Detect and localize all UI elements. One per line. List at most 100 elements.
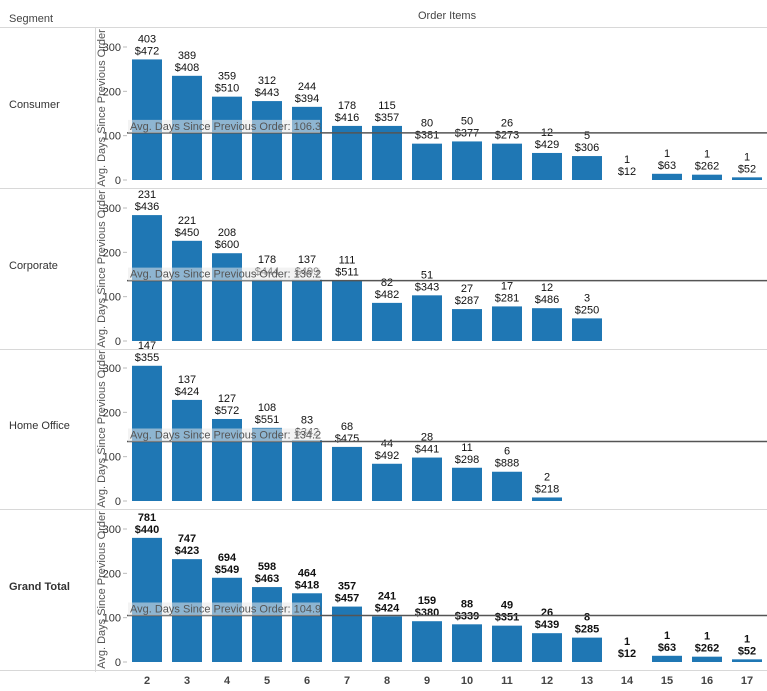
bar-amount-label: $429: [535, 139, 559, 151]
bar-amount-label: $408: [175, 62, 199, 74]
bar-count-label: 82: [381, 277, 393, 289]
y-tick-label: 200: [103, 568, 121, 580]
bar: [372, 616, 402, 662]
bar-amount-label: $424: [375, 602, 400, 614]
bar-amount-label: $394: [295, 93, 319, 105]
bar-amount-label: $63: [658, 642, 676, 654]
bar-amount-label: $418: [295, 579, 319, 591]
bar: [332, 280, 362, 341]
bar: [692, 174, 722, 180]
bar-count-label: 68: [341, 421, 353, 433]
bar-amount-label: $343: [415, 281, 439, 293]
bar: [292, 440, 322, 501]
x-tick-label: 7: [344, 675, 350, 687]
bar-amount-label: $551: [255, 414, 279, 426]
bar: [452, 141, 482, 180]
segment-label-consumer: Consumer: [9, 99, 60, 111]
segment-label-home-office: Home Office: [9, 420, 70, 432]
bar: [412, 621, 442, 662]
bar: [492, 471, 522, 501]
bar-count-label: 111: [339, 255, 356, 267]
bar-count-label: 1: [744, 633, 750, 645]
bar: [372, 463, 402, 501]
bar-amount-label: $285: [575, 624, 599, 636]
bar-count-label: 50: [461, 115, 473, 127]
reference-label-bg: [128, 267, 320, 281]
bar-count-label: 44: [381, 438, 393, 450]
y-tick-label: 0: [115, 657, 121, 669]
bar-count-label: 26: [501, 118, 513, 130]
reference-line-label: Avg. Days Since Previous Order: 136.2: [130, 269, 321, 281]
x-tick-label: 5: [264, 675, 270, 687]
x-tick-label: 9: [424, 675, 430, 687]
bar-count-label: 83: [301, 414, 313, 426]
bar: [572, 156, 602, 180]
bar-count-label: 26: [541, 607, 553, 619]
bar: [172, 240, 202, 341]
bar-amount-label: $357: [375, 112, 399, 124]
bar-count-label: 178: [258, 254, 276, 266]
y-tick-label: 0: [115, 336, 121, 348]
bar-count-label: 115: [378, 100, 396, 112]
bar-count-label: 80: [421, 118, 433, 130]
bar-count-label: 221: [178, 215, 196, 227]
bar-amount-label: $439: [535, 619, 559, 631]
bar-amount-label: $339: [455, 610, 479, 622]
bar: [732, 659, 762, 662]
bar-count-label: 17: [501, 280, 513, 292]
bar: [452, 624, 482, 662]
bar: [372, 125, 402, 180]
bar-amount-label: $510: [215, 83, 239, 95]
bar-amount-label: $888: [495, 458, 519, 470]
bar-amount-label: $52: [738, 645, 756, 657]
bar: [292, 279, 322, 341]
bar-amount-label: $355: [135, 352, 159, 364]
bar: [172, 399, 202, 501]
bar: [452, 467, 482, 501]
bar-count-label: 5: [584, 130, 590, 142]
y-tick-label: 100: [103, 452, 121, 464]
bar: [492, 143, 522, 180]
bar-amount-label: $572: [215, 405, 239, 417]
y-tick-label: 300: [103, 524, 121, 536]
bar-amount-label: $281: [495, 292, 519, 304]
x-tick-label: 6: [304, 675, 310, 687]
bar-amount-label: $63: [658, 160, 676, 172]
bar-count-label: 389: [178, 50, 196, 62]
x-tick-label: 8: [384, 675, 390, 687]
bar-count-label: 88: [461, 598, 473, 610]
bar: [532, 308, 562, 341]
bar-count-label: 127: [218, 393, 236, 405]
x-tick-label: 11: [501, 675, 513, 687]
bar-count-label: 231: [138, 189, 156, 201]
bar-count-label: 1: [624, 154, 630, 166]
segment-label-grand-total: Grand Total: [9, 581, 70, 593]
y-tick-label: 300: [103, 42, 121, 54]
bar: [532, 497, 562, 501]
x-tick-label: 15: [661, 675, 673, 687]
bar-count-label: 312: [258, 75, 276, 87]
bar-amount-label: $381: [415, 130, 439, 142]
reference-line-label: Avg. Days Since Previous Order: 134.2: [130, 430, 321, 442]
bar-count-label: 1: [744, 151, 750, 163]
bar: [692, 656, 722, 662]
bar-amount-label: $262: [695, 643, 719, 655]
bar-count-label: 241: [378, 590, 396, 602]
bar-count-label: 1: [704, 149, 710, 161]
bar-amount-label: $416: [335, 112, 359, 124]
bar-count-label: 598: [258, 561, 276, 573]
bar-amount-label: $457: [335, 593, 359, 605]
bar-count-label: 464: [298, 567, 317, 579]
bar: [212, 96, 242, 180]
bar-amount-label: $463: [255, 573, 279, 585]
y-tick-label: 100: [103, 292, 121, 304]
bar-count-label: 359: [218, 71, 236, 83]
reference-label-bg: [128, 428, 320, 442]
bar-count-label: 49: [501, 600, 513, 612]
order-items-column-header: Order Items: [418, 10, 477, 22]
bar: [292, 106, 322, 180]
bar-count-label: 51: [421, 269, 433, 281]
bar-amount-label: $351: [495, 612, 519, 624]
y-tick-label: 0: [115, 175, 121, 187]
